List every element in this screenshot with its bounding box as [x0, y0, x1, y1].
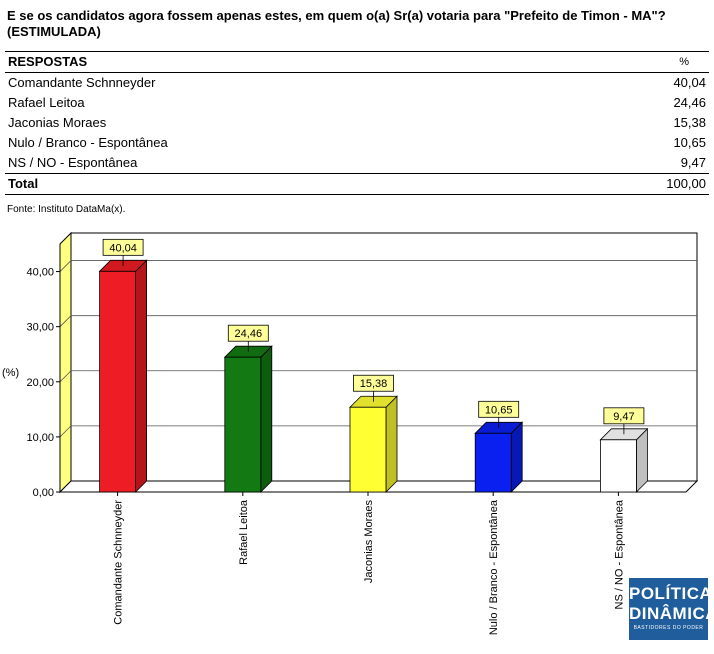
- x-tick-label: Nulo / Branco - Espontânea: [488, 499, 500, 635]
- header-value: %: [556, 51, 709, 73]
- bar-side: [385, 395, 398, 493]
- row-label: Comandante Schnneyder: [8, 75, 156, 90]
- y-tick-label: 10,00: [26, 432, 54, 444]
- x-tick-label: Comandante Schnneyder: [113, 500, 125, 625]
- row-value: 9,47: [680, 155, 706, 170]
- bar: [224, 356, 262, 493]
- question-title: E se os candidatos agora fossem apenas e…: [7, 8, 666, 39]
- table-row: Nulo / Branco - Espontânea 10,65: [5, 133, 709, 153]
- bar-chart: 0,00 10,00 20,00 30,00 40,00 (%) 40,04 Comandan…: [2, 231, 699, 635]
- y-tick-label: 0,00: [33, 487, 54, 499]
- table-total-row: Total 100,00: [5, 173, 709, 195]
- grid-line: [59, 425, 72, 438]
- chart-side-wall: [59, 231, 72, 494]
- x-tick-label: Rafael Leitoa: [238, 499, 250, 565]
- row-label: NS / NO - Espontânea: [8, 155, 138, 170]
- row-label: Nulo / Branco - Espontânea: [8, 135, 168, 150]
- logo-line2: DINÂMICA: [629, 604, 708, 623]
- logo-tagline: BASTIDORES DO PODER: [633, 625, 704, 631]
- source-note: Fonte: Instituto DataMa(x).: [7, 204, 126, 215]
- table-row: NS / NO - Espontânea 9,47: [5, 153, 709, 174]
- bar-side: [135, 259, 148, 493]
- data-label: 40,04: [109, 242, 137, 254]
- data-label-box: [227, 324, 269, 342]
- bar-side: [510, 421, 523, 493]
- results-table: RESPOSTAS % Comandante Schnneyder 40,04 …: [5, 51, 709, 195]
- bar: [474, 432, 512, 493]
- data-label-box: [102, 238, 144, 256]
- table-row: Comandante Schnneyder 40,04: [5, 73, 709, 94]
- data-label: 10,65: [485, 404, 513, 416]
- row-value: 24,46: [673, 95, 706, 110]
- table-header-row: RESPOSTAS %: [5, 51, 709, 73]
- data-label-box: [478, 400, 520, 418]
- x-tick-label: NS / NO - Espontânea: [613, 499, 625, 609]
- row-value: 15,38: [673, 115, 706, 130]
- politica-dinamica-logo: POLÍTICA DINÂMICA BASTIDORES DO PODER: [629, 578, 708, 640]
- bar: [99, 270, 136, 493]
- bar: [600, 439, 637, 493]
- row-label: Jaconias Moraes: [8, 115, 107, 130]
- data-label-box: [353, 374, 394, 392]
- table-row: Jaconias Moraes 15,38: [5, 113, 709, 133]
- logo-line1: POLÍTICA: [629, 584, 708, 603]
- y-axis-label: (%): [2, 367, 19, 379]
- total-value: 100,00: [556, 173, 709, 195]
- header-label: RESPOSTAS: [5, 51, 557, 73]
- data-label: 15,38: [360, 378, 388, 390]
- row-value: 40,04: [673, 75, 706, 90]
- data-label-box: [603, 407, 645, 425]
- bar-side: [260, 345, 273, 493]
- y-tick-label: 20,00: [26, 377, 54, 389]
- row-value: 10,65: [673, 135, 706, 150]
- table-row: Rafael Leitoa 24,46: [5, 93, 709, 113]
- total-label: Total: [5, 173, 557, 195]
- grid-line: [59, 260, 72, 272]
- grid-line: [59, 315, 72, 327]
- x-tick-label: Jaconias Moraes: [363, 500, 375, 584]
- data-label: 24,46: [235, 328, 263, 340]
- row-label: Rafael Leitoa: [8, 95, 85, 110]
- y-tick-label: 30,00: [26, 322, 54, 334]
- y-tick-label: 40,00: [26, 267, 54, 279]
- grid-line: [59, 370, 72, 383]
- bar: [349, 406, 387, 493]
- data-label: 9,47: [613, 411, 634, 423]
